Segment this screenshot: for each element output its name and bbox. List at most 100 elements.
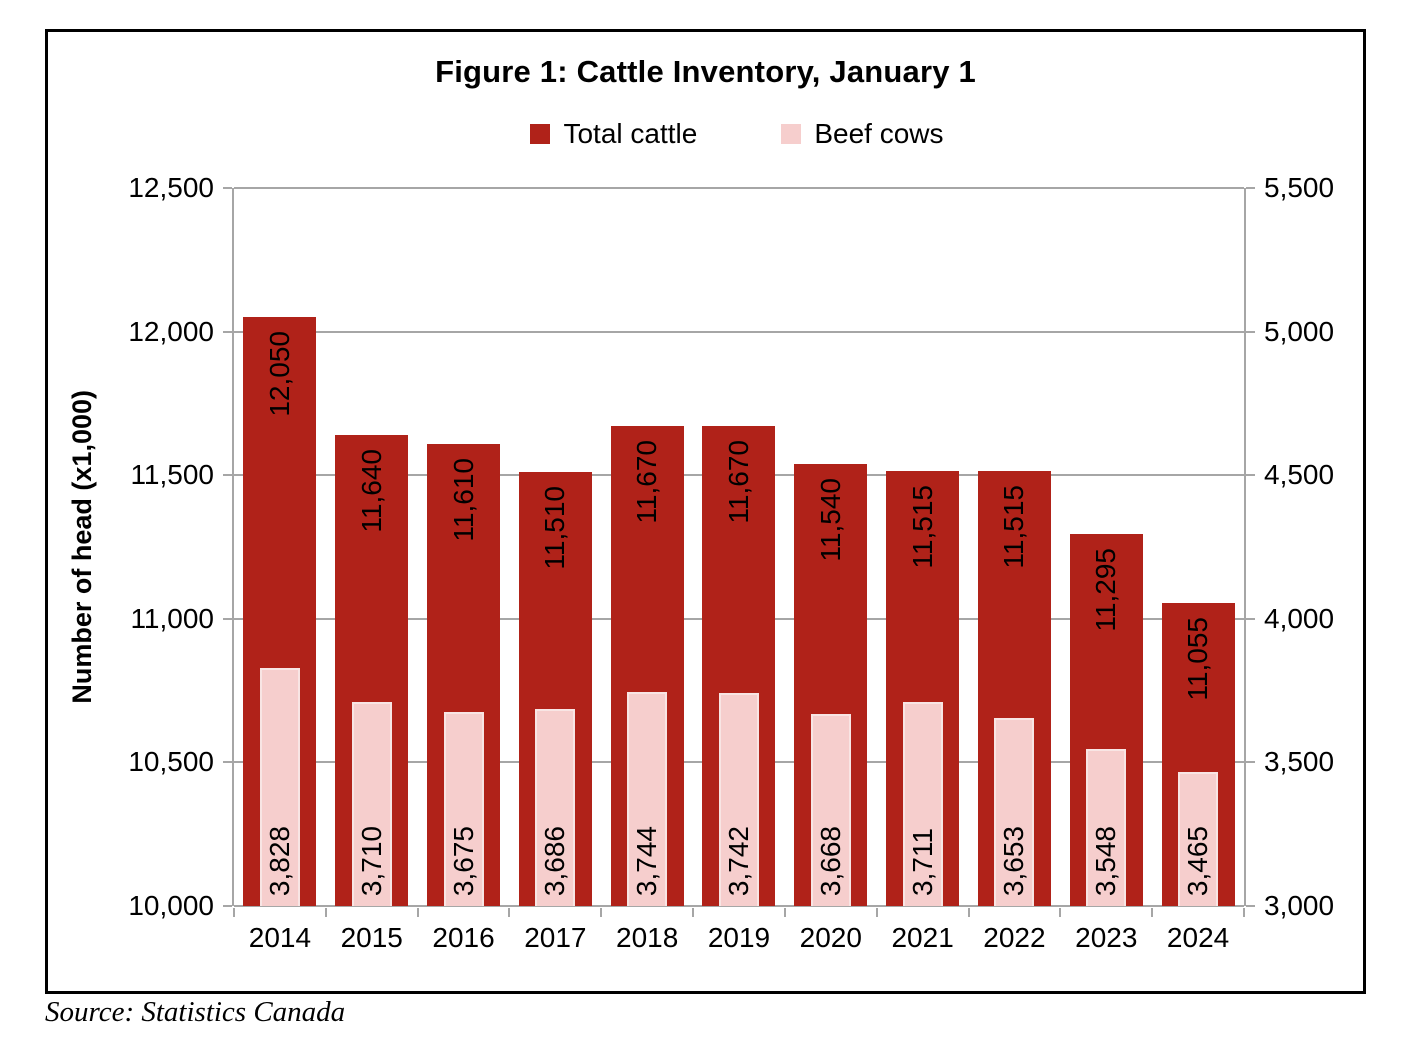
- beef-cows-bar: 3,548: [1086, 748, 1127, 906]
- legend-item-total-cattle: Total cattle: [530, 118, 697, 150]
- right-axis-tick: [1246, 617, 1255, 620]
- beef-cows-value-label: 3,686: [539, 825, 571, 896]
- x-axis-tick: [1059, 908, 1062, 917]
- left-axis-tick: [223, 187, 232, 189]
- category-slot: 12,050 3,828 2014: [234, 188, 326, 953]
- category-slot: 11,670 3,742 2019: [693, 188, 785, 953]
- beef-cows-value-label: 3,675: [447, 825, 479, 896]
- x-axis-tick: [416, 908, 419, 917]
- x-axis-tick: [233, 908, 235, 917]
- x-axis-tick-label: 2017: [524, 922, 587, 953]
- total-cattle-value-label: 12,050: [263, 331, 295, 417]
- right-axis-tick: [1246, 761, 1255, 764]
- plot-area: 12,500 5,500 12,000 5,000 11,500 4,500 11,000 4…: [128, 172, 1334, 953]
- right-axis-tick: [1246, 905, 1255, 907]
- x-axis-tick-label: 2023: [1075, 922, 1138, 953]
- x-axis-tick-label: 2020: [799, 922, 862, 953]
- x-axis-tick-label: 2014: [248, 922, 312, 953]
- category-slot: 11,055 3,465 2024: [1152, 188, 1244, 953]
- x-axis-tick: [600, 908, 603, 917]
- beef-cows-bar: 3,711: [902, 701, 943, 906]
- category-slot: 11,515 3,711 2021: [877, 188, 969, 953]
- total-cattle-value-label: 11,670: [722, 440, 754, 524]
- beef-cows-value-label: 3,548: [1090, 825, 1122, 896]
- beef-cows-value-label: 3,742: [722, 825, 754, 896]
- category-slot: 11,515 3,653 2022: [969, 188, 1061, 953]
- beef-cows-value-label: 3,744: [631, 825, 663, 896]
- left-axis-tick-label: 11,000: [130, 602, 214, 634]
- x-axis-tick: [324, 908, 327, 917]
- beef-cows-bar: 3,744: [627, 692, 668, 906]
- beef-cows-bar: 3,465: [1178, 772, 1219, 906]
- x-axis-tick-label: 2015: [340, 922, 403, 953]
- x-axis-tick: [1151, 908, 1154, 917]
- total-cattle-value-label: 11,540: [814, 477, 846, 562]
- total-cattle-value-label: 11,640: [355, 449, 387, 533]
- chart-title: Figure 1: Cattle Inventory, January 1: [435, 54, 976, 89]
- left-axis-tick: [223, 330, 232, 333]
- category-slot: 11,610 3,675 2016: [418, 188, 510, 953]
- beef-cows-value-label: 3,668: [814, 825, 846, 896]
- left-axis-tick: [223, 617, 232, 620]
- right-axis-tick-label: 4,000: [1264, 602, 1335, 634]
- right-axis-tick-label: 4,500: [1264, 459, 1335, 491]
- beef-cows-bar: 3,710: [351, 702, 392, 906]
- x-axis-tick: [875, 908, 878, 917]
- right-axis-tick: [1246, 330, 1255, 333]
- x-axis-tick-label: 2024: [1166, 922, 1230, 953]
- legend-item-beef-cows: Beef cows: [781, 118, 944, 150]
- beef-cows-value-label: 3,465: [1181, 825, 1213, 896]
- right-axis-tick-label: 3,000: [1264, 890, 1335, 921]
- total-cattle-value-label: 11,515: [998, 484, 1030, 569]
- legend-swatch-total-cattle: [530, 124, 551, 144]
- left-axis-tick-label: 12,500: [128, 172, 214, 203]
- gridline: [234, 905, 1244, 907]
- x-axis-tick: [692, 908, 695, 917]
- x-axis-tick: [508, 908, 511, 917]
- x-axis-tick: [783, 908, 786, 917]
- legend-label-total-cattle: Total cattle: [563, 118, 698, 149]
- x-axis-tick-label: 2022: [983, 922, 1046, 953]
- beef-cows-bar: 3,668: [810, 714, 851, 906]
- left-axis-tick: [223, 474, 232, 477]
- left-axis-tick: [223, 761, 232, 764]
- chart-frame: Figure 1: Cattle Inventory, January 1 To…: [45, 29, 1366, 994]
- left-axis-title: Number of head (x1,000): [66, 390, 97, 704]
- category-slot: 11,640 3,710 2015: [326, 188, 418, 953]
- total-cattle-value-label: 11,670: [631, 440, 663, 524]
- category-slot: 11,670 3,744 2018: [601, 188, 693, 953]
- right-axis-tick-label: 5,000: [1264, 315, 1335, 347]
- beef-cows-value-label: 3,710: [355, 825, 387, 896]
- left-axis-tick-label: 10,500: [128, 746, 214, 778]
- right-axis-tick: [1246, 187, 1255, 189]
- left-axis-tick-label: 11,500: [130, 459, 214, 491]
- total-cattle-value-label: 11,295: [1090, 548, 1122, 632]
- left-axis-tick-label: 12,000: [128, 315, 214, 347]
- x-axis-tick: [1243, 908, 1245, 917]
- beef-cows-bar: 3,675: [443, 712, 484, 906]
- source-note: Source: Statistics Canada: [45, 996, 346, 1028]
- gridline: [234, 330, 1244, 333]
- beef-cows-bar: 3,686: [535, 708, 576, 906]
- beef-cows-value-label: 3,711: [906, 828, 938, 896]
- beef-cows-bar: 3,828: [259, 668, 300, 906]
- beef-cows-value-label: 3,653: [998, 825, 1030, 896]
- x-axis-tick-label: 2019: [707, 922, 771, 953]
- x-axis-tick-label: 2021: [891, 922, 954, 953]
- x-axis-tick-label: 2016: [432, 922, 495, 953]
- left-axis-tick: [223, 905, 232, 907]
- category-slot: 11,540 3,668 2020: [785, 188, 877, 953]
- chart-legend: Total cattle Beef cows: [232, 118, 1242, 150]
- right-axis-tick-label: 5,500: [1264, 172, 1335, 203]
- total-cattle-value-label: 11,055: [1181, 617, 1213, 701]
- total-cattle-value-label: 11,610: [447, 457, 479, 542]
- total-cattle-value-label: 11,510: [539, 486, 571, 570]
- beef-cows-bar: 3,742: [718, 692, 759, 906]
- total-cattle-value-label: 11,515: [906, 484, 938, 569]
- beef-cows-value-label: 3,828: [263, 825, 295, 896]
- legend-label-beef-cows: Beef cows: [814, 118, 944, 149]
- category-slot: 11,510 3,686 2017: [509, 188, 601, 953]
- legend-swatch-beef-cows: [781, 124, 802, 144]
- left-axis-tick-label: 10,000: [128, 890, 214, 921]
